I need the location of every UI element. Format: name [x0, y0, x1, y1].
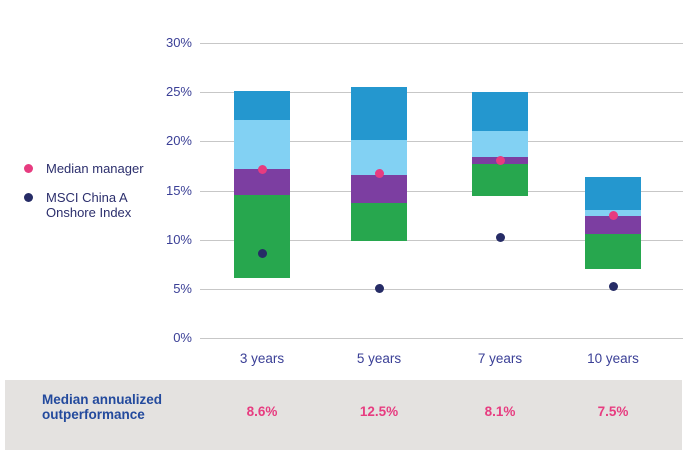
- bar-segment-light-blue-5-years: [351, 140, 407, 175]
- outperformance-value: 7.5%: [597, 404, 629, 419]
- bar-segment-light-blue-3-years: [234, 119, 290, 169]
- x-axis-category-label: 10 years: [587, 351, 639, 366]
- y-axis-tick-label: 20%: [165, 133, 192, 148]
- gridline: [200, 141, 683, 142]
- median-manager-marker: [495, 155, 505, 165]
- legend-item-median-manager: Median manager: [24, 161, 184, 176]
- msci-china-a-onshore-index-marker: [257, 248, 267, 258]
- gridline: [200, 289, 683, 290]
- msci-china-a-onshore-index-marker: [608, 282, 618, 292]
- outperformance-value: 8.1%: [484, 404, 516, 419]
- y-axis-tick-label: 5%: [173, 281, 192, 296]
- median-manager-marker: [374, 169, 384, 179]
- bar-segment-dark-blue-5-years: [351, 87, 407, 141]
- gridline: [200, 240, 683, 241]
- legend-item-msci-index: MSCI China A Onshore Index: [24, 190, 184, 220]
- bar-segment-dark-blue-10-years: [585, 176, 641, 211]
- chart-legend: Median manager MSCI China A Onshore Inde…: [24, 161, 184, 234]
- y-axis-tick-label: 10%: [165, 232, 192, 247]
- bar-segment-dark-blue-3-years: [234, 91, 290, 120]
- bar-segment-green-10-years: [585, 233, 641, 270]
- median-manager-dot-icon: [24, 164, 33, 173]
- bar-segment-light-blue-7-years: [472, 130, 528, 158]
- legend-label: Median manager: [46, 161, 144, 176]
- y-axis-tick-label: 30%: [165, 35, 192, 50]
- y-axis-tick-label: 0%: [173, 330, 192, 345]
- outperformance-row-label: Median annualized outperformance: [42, 392, 163, 422]
- bar-segment-dark-blue-7-years: [472, 92, 528, 131]
- y-axis-tick-label: 25%: [165, 84, 192, 99]
- msci-china-a-onshore-index-marker: [495, 233, 505, 243]
- outperformance-value: 12.5%: [359, 404, 399, 419]
- outperformance-band: Median annualized outperformance 8.6% 12.…: [5, 380, 682, 450]
- msci-index-dot-icon: [24, 193, 33, 202]
- bar-segment-green-5-years: [351, 203, 407, 241]
- legend-label: MSCI China A Onshore Index: [46, 190, 132, 220]
- gridline: [200, 92, 683, 93]
- gridline: [200, 43, 683, 44]
- median-manager-marker: [608, 210, 618, 220]
- x-axis-category-label: 3 years: [239, 351, 285, 366]
- x-axis-category-label: 5 years: [356, 351, 402, 366]
- bar-segment-purple-5-years: [351, 174, 407, 204]
- msci-china-a-onshore-index-marker: [374, 284, 384, 294]
- x-axis-category-label: 7 years: [477, 351, 523, 366]
- bar-segment-green-3-years: [234, 195, 290, 278]
- y-axis-tick-label: 15%: [165, 183, 192, 198]
- median-manager-marker: [257, 165, 267, 175]
- outperformance-value: 8.6%: [246, 404, 278, 419]
- gridline: [200, 338, 683, 339]
- bar-segment-green-7-years: [472, 163, 528, 197]
- bar-segment-purple-10-years: [585, 216, 641, 234]
- gridline: [200, 191, 683, 192]
